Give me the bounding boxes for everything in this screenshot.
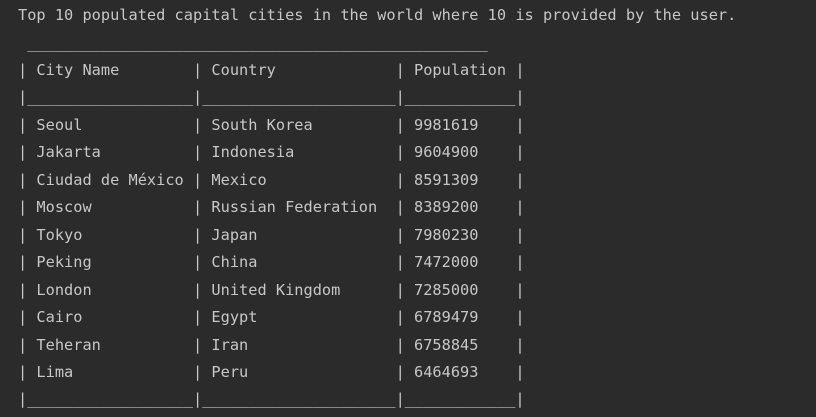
table-row: | Teheran | Iran | 6758845 | bbox=[18, 336, 525, 354]
table-row: | Seoul | South Korea | 9981619 | bbox=[18, 116, 525, 134]
table-header-separator: |__________________|____________________… bbox=[18, 88, 525, 106]
table-row: | Lima | Peru | 6464693 | bbox=[18, 363, 525, 381]
console-message: Top 10 populated capital cities in the w… bbox=[18, 6, 737, 24]
table-header: | City Name | Country | Population | bbox=[18, 61, 525, 79]
table-row: | Ciudad de México | Mexico | 8591309 | bbox=[18, 171, 525, 189]
table-row: | Tokyo | Japan | 7980230 | bbox=[18, 226, 525, 244]
table-top-border: ________________________________________… bbox=[18, 34, 488, 52]
table-row: | London | United Kingdom | 7285000 | bbox=[18, 281, 525, 299]
table-row: | Peking | China | 7472000 | bbox=[18, 253, 525, 271]
table-bottom-border: |__________________|____________________… bbox=[18, 390, 525, 408]
table-row: | Jakarta | Indonesia | 9604900 | bbox=[18, 143, 525, 161]
table-row: | Cairo | Egypt | 6789479 | bbox=[18, 308, 525, 326]
table-row: | Moscow | Russian Federation | 8389200 … bbox=[18, 198, 525, 216]
